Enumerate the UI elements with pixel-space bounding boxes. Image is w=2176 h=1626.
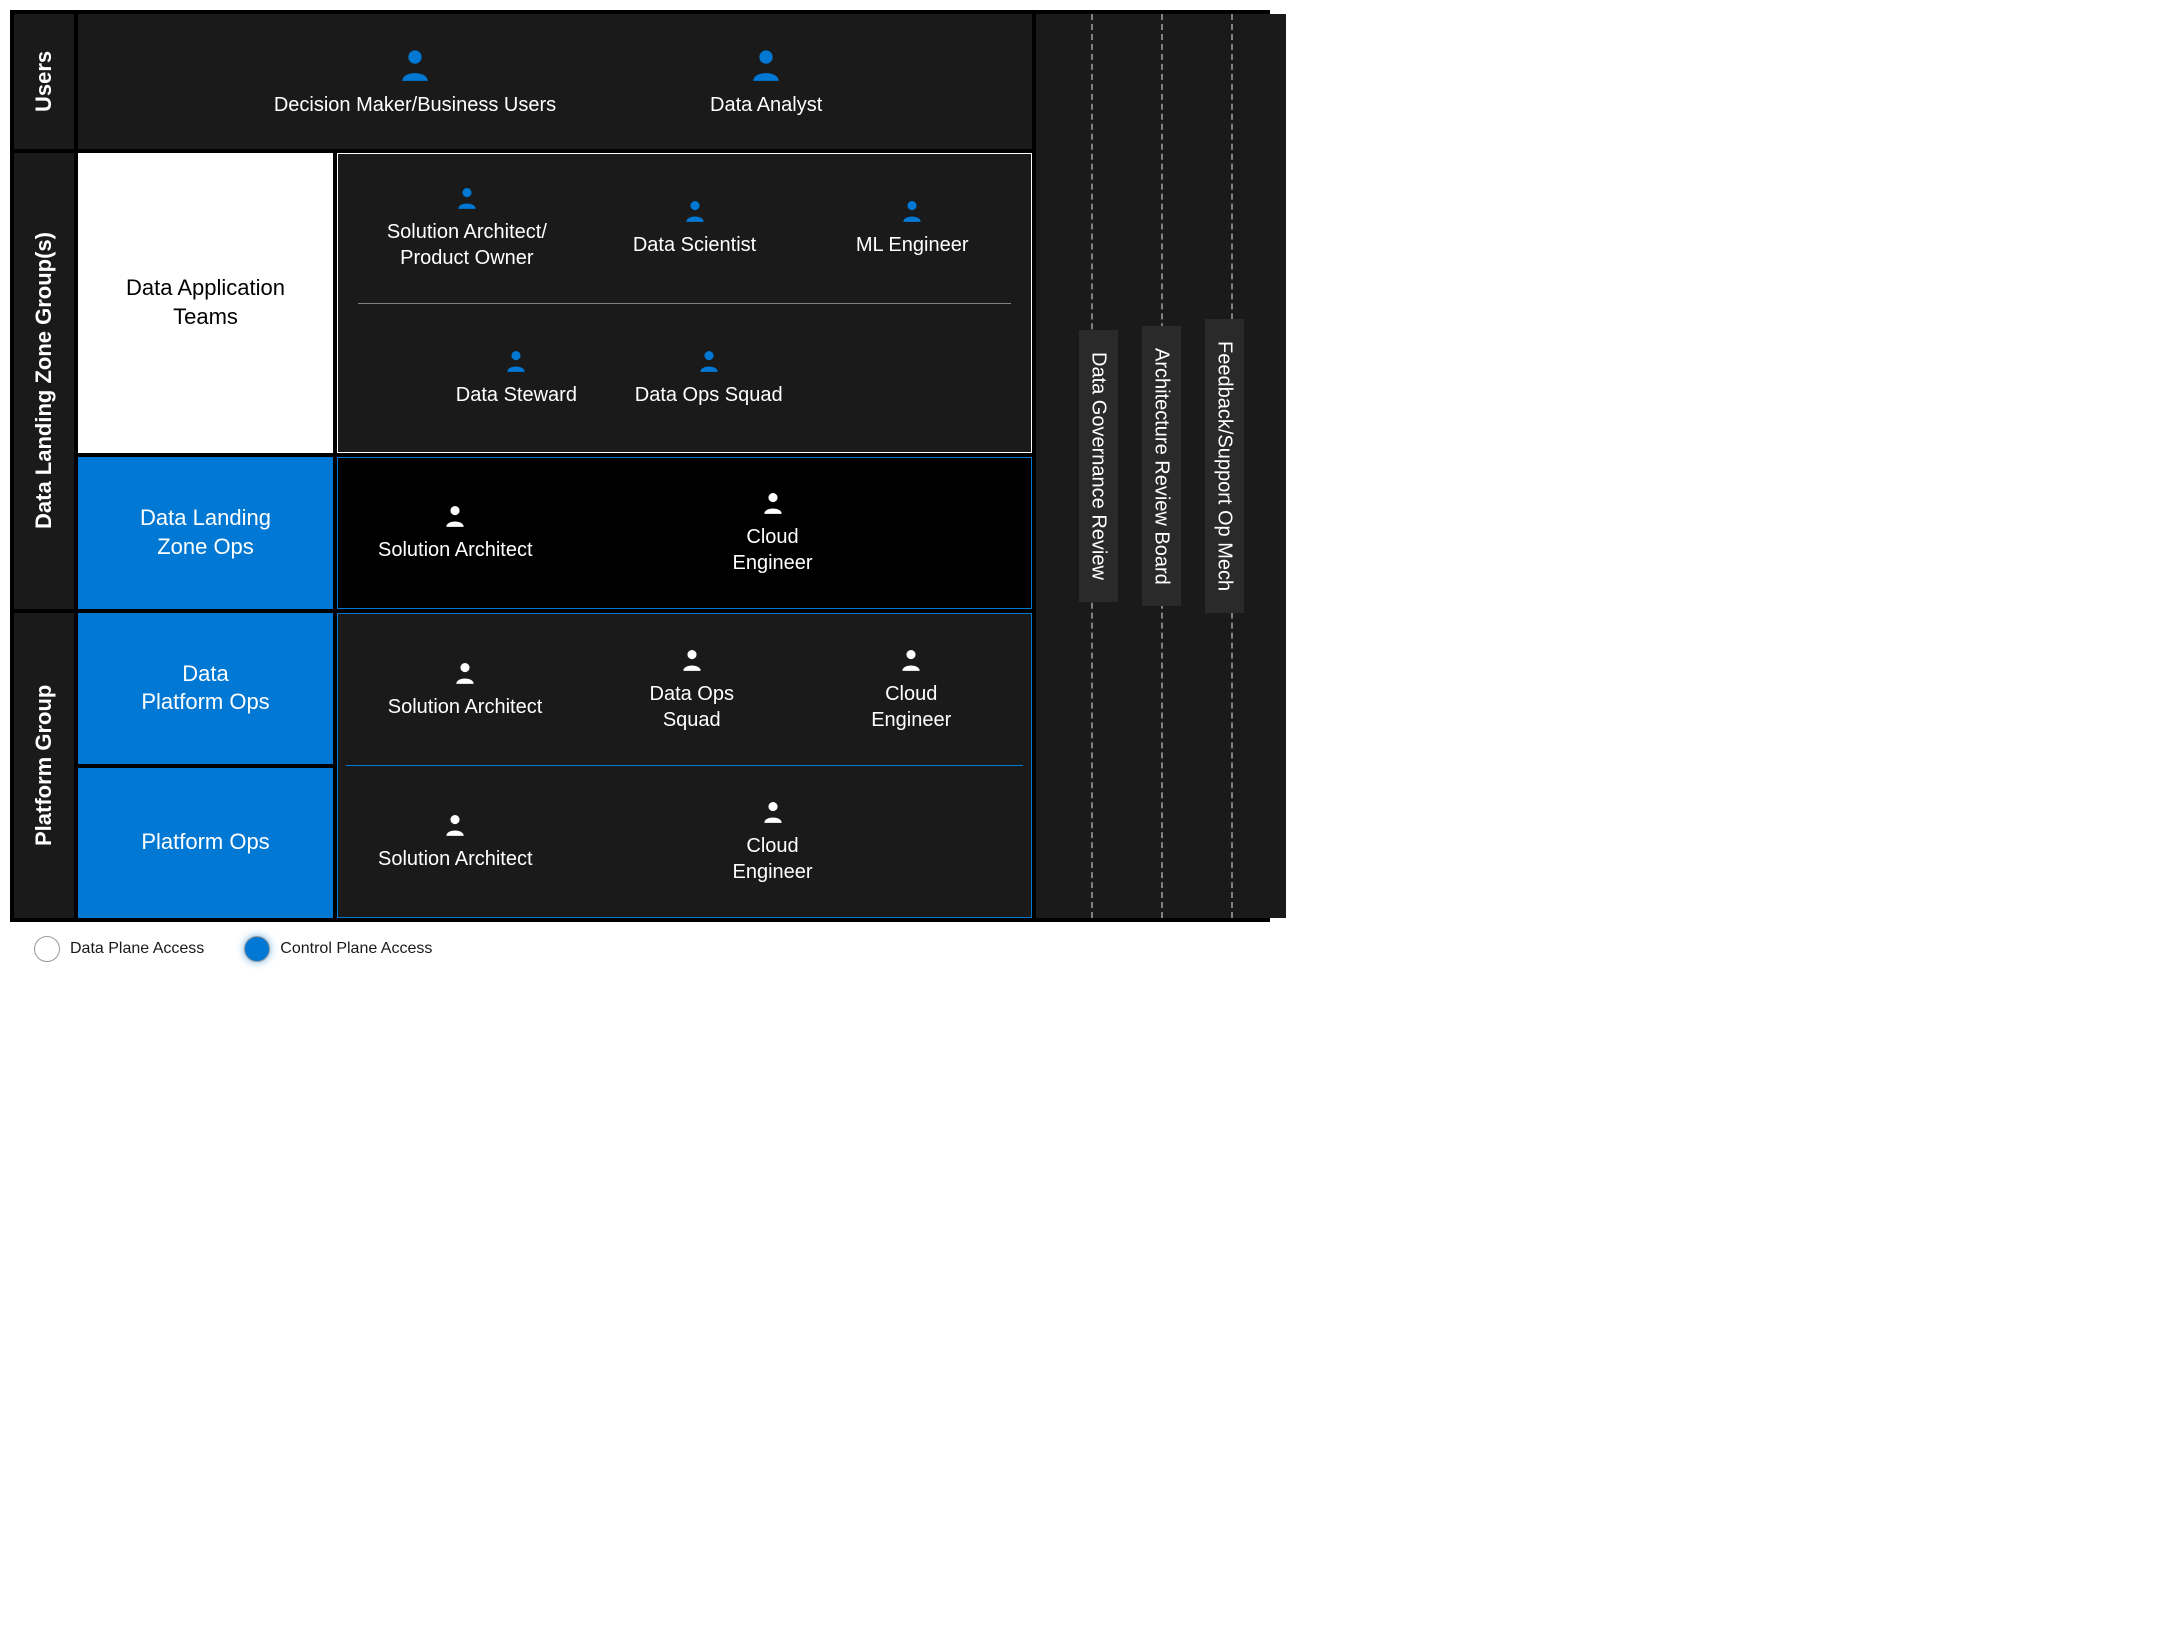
role-label: Data Scientist xyxy=(633,232,756,258)
dlz-ops-roles-row: Solution Architect Cloud Engineer xyxy=(338,458,1031,608)
legend-circle-blue xyxy=(244,936,270,962)
role-label: Solution Architect/ Product Owner xyxy=(387,219,547,271)
pill-data-governance: Data Governance Review xyxy=(1079,330,1118,602)
role-label: Solution Architect xyxy=(378,537,533,563)
app-roles-bottom: Data Steward Data Ops Squad xyxy=(338,304,1031,453)
person-icon xyxy=(747,46,785,84)
dlz-ops-label: Data Landing Zone Ops xyxy=(140,504,271,561)
role: Data Analyst xyxy=(696,46,836,118)
person-icon xyxy=(454,185,480,211)
platform-ops-box: Platform Ops xyxy=(78,768,333,919)
person-icon xyxy=(696,348,722,374)
diagram-root: Users Decision Maker/Business Users Data… xyxy=(10,10,1270,922)
platform-ops-label: Platform Ops xyxy=(141,828,269,857)
role: Data Scientist xyxy=(625,198,765,258)
pill-feedback-support: Feedback/Support Op Mech xyxy=(1205,319,1244,613)
role-label: Data Analyst xyxy=(710,92,822,118)
role-label: Data Steward xyxy=(456,382,577,408)
person-icon xyxy=(442,503,468,529)
person-icon xyxy=(682,198,708,224)
role: Solution Architect xyxy=(378,812,533,872)
platform-roles-panel: Solution Architect Data Ops Squad Cloud … xyxy=(337,613,1032,918)
role-label: Decision Maker/Business Users xyxy=(274,92,556,118)
legend: Data Plane Access Control Plane Access xyxy=(10,922,2166,976)
dlz-left-column: Data Application Teams Data Landing Zone… xyxy=(78,153,333,609)
data-platform-ops-label: Data Platform Ops xyxy=(141,660,269,717)
person-icon xyxy=(760,799,786,825)
legend-circle-white xyxy=(34,936,60,962)
role: Cloud Engineer xyxy=(703,490,843,576)
role: ML Engineer xyxy=(842,198,982,258)
data-platform-ops-roles-row: Solution Architect Data Ops Squad Cloud … xyxy=(338,614,1031,765)
person-icon xyxy=(899,198,925,224)
role-label: Cloud Engineer xyxy=(871,681,951,733)
platform-left-column: Data Platform Ops Platform Ops xyxy=(78,613,333,918)
person-icon xyxy=(452,660,478,686)
review-column: Data Governance Review Architecture Revi… xyxy=(1036,14,1286,918)
role-label: Data Ops Squad xyxy=(635,382,783,408)
data-app-teams-box: Data Application Teams xyxy=(78,153,333,453)
section-label-platform: Platform Group xyxy=(14,613,74,918)
role: Data Steward xyxy=(446,348,586,408)
person-icon xyxy=(442,812,468,838)
person-icon xyxy=(503,348,529,374)
legend-control-plane-label: Control Plane Access xyxy=(280,940,432,958)
dlz-ops-box: Data Landing Zone Ops xyxy=(78,457,333,609)
data-platform-ops-box: Data Platform Ops xyxy=(78,613,333,764)
role-label: ML Engineer xyxy=(856,232,969,258)
app-teams-roles-panel: Solution Architect/ Product Owner Data S… xyxy=(337,153,1032,453)
role-label: Solution Architect xyxy=(378,846,533,872)
role: Cloud Engineer xyxy=(703,799,843,885)
person-icon xyxy=(679,647,705,673)
users-row: Decision Maker/Business Users Data Analy… xyxy=(78,14,1032,149)
dlz-ops-roles-panel: Solution Architect Cloud Engineer xyxy=(337,457,1032,609)
pill-architecture-review: Architecture Review Board xyxy=(1142,326,1181,607)
role-label: Solution Architect xyxy=(388,694,543,720)
section-label-dlz: Data Landing Zone Group(s) xyxy=(14,153,74,609)
legend-data-plane: Data Plane Access xyxy=(34,936,204,962)
role-label: Cloud Engineer xyxy=(733,833,813,885)
dlz-right-column: Solution Architect/ Product Owner Data S… xyxy=(337,153,1032,609)
role: Solution Architect xyxy=(388,660,543,720)
role: Data Ops Squad xyxy=(622,647,762,733)
section-label-users-text: Users xyxy=(31,51,57,112)
role: Cloud Engineer xyxy=(841,647,981,733)
person-icon xyxy=(898,647,924,673)
role: Solution Architect/ Product Owner xyxy=(387,185,547,271)
legend-control-plane: Control Plane Access xyxy=(244,936,432,962)
role-label: Data Ops Squad xyxy=(650,681,734,733)
person-icon xyxy=(396,46,434,84)
section-label-users: Users xyxy=(14,14,74,149)
role: Solution Architect xyxy=(378,503,533,563)
role: Decision Maker/Business Users xyxy=(274,46,556,118)
data-app-teams-label: Data Application Teams xyxy=(126,274,285,331)
role: Data Ops Squad xyxy=(635,348,783,408)
section-label-dlz-text: Data Landing Zone Group(s) xyxy=(31,233,57,530)
section-label-platform-text: Platform Group xyxy=(31,685,57,846)
platform-ops-roles-row: Solution Architect Cloud Engineer xyxy=(338,766,1031,917)
person-icon xyxy=(760,490,786,516)
legend-data-plane-label: Data Plane Access xyxy=(70,940,204,958)
app-roles-top: Solution Architect/ Product Owner Data S… xyxy=(338,154,1031,303)
role-label: Cloud Engineer xyxy=(733,524,813,576)
